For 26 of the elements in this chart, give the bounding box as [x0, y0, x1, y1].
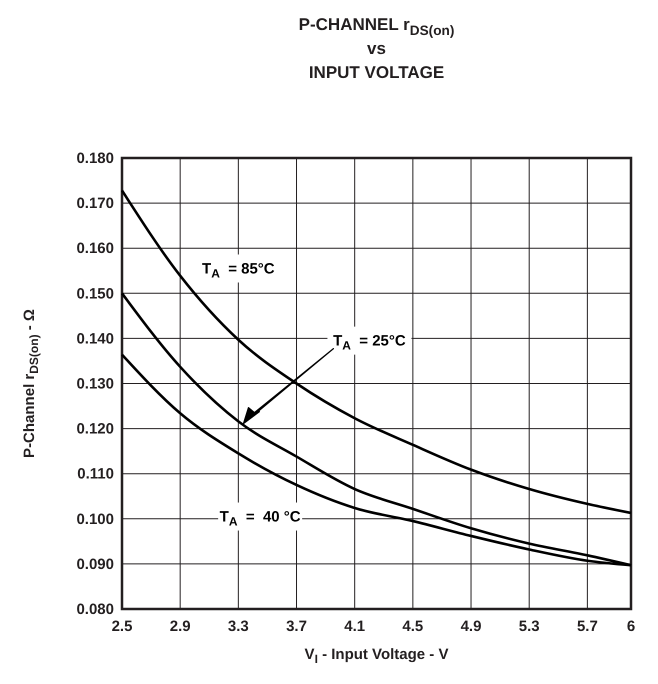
- y-tick-label: 0.100: [76, 510, 114, 528]
- x-tick-label: 5.3: [518, 618, 540, 635]
- x-tick-label: 4.1: [344, 618, 366, 635]
- y-tick-label: 0.160: [76, 240, 114, 258]
- y-tick-label: 0.180: [76, 150, 114, 167]
- annotation: T$_{A}$ = 25°C: [333, 332, 406, 353]
- x-tick-label: 2.5: [112, 618, 132, 635]
- x-tick-label: 4.9: [460, 618, 482, 635]
- x-tick-label: 6: [626, 618, 636, 635]
- y-tick-label: 0.150: [76, 285, 114, 302]
- y-tick-label: 0.090: [76, 556, 114, 573]
- chart-title: P-CHANNEL r$_{DS(on)}$ vs INPUT VOLTAGE: [298, 15, 454, 82]
- x-tick-label: 4.5: [402, 618, 424, 635]
- x-tick-label: 3.7: [286, 618, 307, 635]
- series-label: T$_{A}$ = 40 °C: [220, 508, 301, 529]
- x-tick-label: 3.3: [228, 618, 249, 635]
- y-tick-label: 0.130: [76, 376, 114, 392]
- series-label: T$_{A}$ = 85°C: [202, 260, 275, 281]
- y-tick-label: 0.170: [76, 195, 114, 212]
- y-tick-label: 0.120: [76, 420, 114, 438]
- y-tick-label: 0.080: [76, 601, 114, 618]
- x-axis-title: V$_{I}$ - Input Voltage - V: [304, 646, 448, 666]
- y-tick-label: 0.110: [77, 466, 114, 483]
- x-tick-label: 5.7: [576, 618, 598, 635]
- x-tick-label: 2.9: [170, 618, 191, 635]
- y-tick-label: 0.140: [76, 330, 114, 348]
